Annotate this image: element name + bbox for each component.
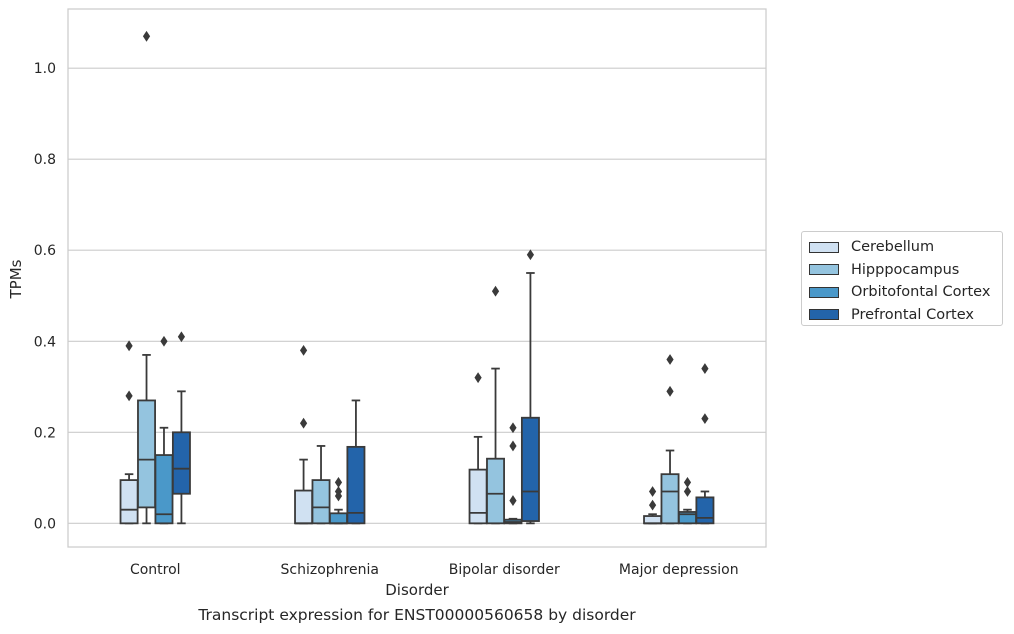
- box-body: [520, 416, 540, 522]
- outlier-point: [683, 486, 692, 497]
- box-orbitofontal-cortex-bipolar-disorder: [503, 422, 523, 525]
- box-body: [294, 489, 314, 525]
- legend-item-prefrontal-cortex: Prefrontal Cortex: [809, 304, 1002, 327]
- legend-swatch-prefrontal-cortex: [809, 309, 839, 321]
- outlier-point: [334, 486, 343, 497]
- outlier-point: [509, 495, 517, 506]
- outlier-point: [142, 30, 151, 42]
- y-tick-label: 0.8: [34, 152, 56, 168]
- boxes-layer: [119, 30, 715, 525]
- outlier-point: [666, 354, 674, 365]
- box-prefrontal-cortex-bipolar-disorder: [520, 249, 540, 525]
- box-orbitofontal-cortex-major-depression: [678, 476, 697, 525]
- box-body: [119, 479, 139, 525]
- outlier-point: [299, 344, 308, 356]
- box-cerebellum-major-depression: [643, 486, 663, 525]
- legend-label: Cerebellum: [851, 239, 935, 256]
- outlier-point: [509, 440, 517, 452]
- legend-item-orbitofrontal-cortex: Orbitofontal Cortex: [809, 281, 1002, 304]
- outlier-point: [648, 499, 657, 511]
- x-tick-label: Major depression: [619, 562, 739, 578]
- outlier-point: [299, 417, 308, 429]
- outlier-point: [509, 422, 517, 434]
- outlier-point: [160, 335, 168, 347]
- outlier-point: [474, 372, 482, 384]
- outlier-point: [491, 285, 500, 297]
- outlier-point: [526, 249, 535, 261]
- box-body: [695, 496, 715, 525]
- outlier-point: [666, 385, 674, 397]
- legend-item-hippocampus: Hipppocampus: [809, 259, 1002, 282]
- outlier-point: [648, 486, 657, 497]
- box-body: [660, 473, 680, 525]
- y-tick-label: 0.6: [34, 243, 56, 259]
- box-body: [154, 454, 174, 525]
- box-body: [468, 468, 488, 525]
- chart-caption: Transcript expression for ENST0000056065…: [198, 606, 636, 624]
- x-tick-label: Schizophrenia: [281, 562, 379, 578]
- x-tick-label: Control: [130, 562, 181, 578]
- legend: Cerebellum Hipppocampus Orbitofontal Cor…: [801, 231, 1003, 326]
- legend-label: Prefrontal Cortex: [851, 306, 974, 323]
- box-prefrontal-cortex-major-depression: [695, 363, 715, 525]
- tick-labels: 0.0 0.2 0.4 0.6 0.8 1.0 Control Schizophrenia Bi…: [34, 61, 739, 578]
- box-prefrontal-cortex-schizophrenia: [346, 399, 366, 525]
- box-hipppocampus-bipolar-disorder: [486, 285, 505, 525]
- outlier-point: [701, 363, 709, 374]
- box-body: [329, 512, 348, 525]
- legend-label: Hipppocampus: [851, 261, 960, 278]
- box-body: [171, 431, 191, 495]
- outlier-point: [683, 476, 692, 488]
- y-tick-label: 0.0: [34, 516, 56, 532]
- box-cerebellum-bipolar-disorder: [468, 372, 488, 525]
- y-tick-label: 1.0: [34, 61, 56, 77]
- box-hipppocampus-major-depression: [660, 354, 680, 525]
- box-hipppocampus-schizophrenia: [311, 445, 331, 525]
- y-axis-label: TPMs: [7, 259, 25, 299]
- box-body: [346, 445, 366, 525]
- plot-area-frame: [67, 8, 767, 548]
- x-tick-label: Bipolar disorder: [449, 562, 560, 578]
- box-body: [311, 479, 331, 525]
- box-body: [137, 399, 156, 509]
- legend-swatch-orbitofrontal-cortex: [809, 286, 839, 298]
- legend-label: Orbitofontal Cortex: [851, 284, 991, 301]
- legend-swatch-hippocampus: [809, 264, 839, 276]
- box-cerebellum-schizophrenia: [294, 344, 314, 525]
- outlier-point: [334, 476, 343, 488]
- y-tick-label: 0.2: [34, 425, 56, 441]
- outlier-point: [125, 390, 133, 402]
- outlier-point: [125, 340, 133, 352]
- box-orbitofontal-cortex-control: [154, 335, 174, 525]
- box-body: [486, 457, 505, 525]
- y-tick-label: 0.4: [34, 334, 56, 350]
- outlier-point: [177, 331, 186, 343]
- box-body: [643, 515, 663, 525]
- outlier-point: [701, 413, 709, 425]
- legend-item-cerebellum: Cerebellum: [809, 236, 1002, 259]
- box-prefrontal-cortex-control: [171, 331, 191, 525]
- x-axis-label: Disorder: [385, 581, 449, 599]
- box-hipppocampus-control: [137, 30, 156, 525]
- legend-swatch-cerebellum: [809, 241, 839, 253]
- box-orbitofontal-cortex-schizophrenia: [329, 476, 348, 525]
